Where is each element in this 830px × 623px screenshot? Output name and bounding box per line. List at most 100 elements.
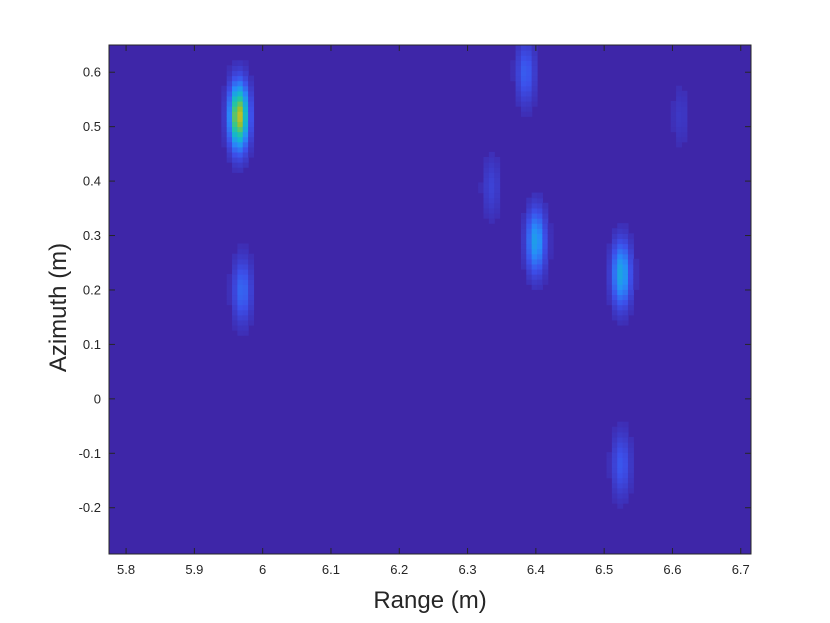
heatmap-cell: [520, 65, 527, 72]
heatmap-cell: [526, 212, 533, 219]
heatmap-cell: [617, 452, 624, 458]
heatmap-cell: [627, 274, 634, 280]
heatmap-cell: [617, 304, 624, 311]
heatmap-cell: [483, 212, 490, 219]
heatmap-cell: [622, 223, 629, 229]
heatmap-cell: [622, 492, 629, 499]
heatmap-cell: [237, 60, 244, 66]
x-tick-label: 5.8: [117, 562, 135, 577]
heatmap-cell: [232, 289, 238, 296]
heatmap-cell: [515, 60, 522, 66]
heatmap-cell: [232, 279, 238, 285]
heatmap-cell: [537, 274, 543, 280]
heatmap-cell: [221, 141, 228, 148]
heatmap-cell: [515, 55, 522, 61]
heatmap-cell: [681, 116, 688, 122]
heatmap-cell: [494, 192, 501, 199]
heatmap-cell: [611, 268, 618, 275]
heatmap-cell: [606, 462, 613, 469]
heatmap-cell: [237, 309, 244, 316]
heatmap-cell: [542, 212, 549, 219]
heatmap-cell: [248, 319, 255, 326]
heatmap-cell: [622, 467, 629, 474]
heatmap-cell: [676, 141, 683, 148]
heatmap-cell: [237, 279, 244, 285]
x-tick-label: 6: [259, 562, 266, 577]
heatmap-cell: [526, 228, 533, 234]
heatmap-cell: [622, 289, 629, 296]
heatmap-cell: [226, 80, 233, 87]
heatmap-cell: [520, 228, 527, 234]
heatmap-cell: [526, 111, 533, 117]
heatmap-cell: [237, 167, 244, 173]
heatmap-cell: [542, 207, 549, 214]
heatmap-cell: [676, 126, 683, 133]
heatmap-cell: [242, 146, 249, 153]
heatmap-cell: [237, 268, 244, 275]
heatmap-cell: [248, 258, 255, 265]
heatmap-cell: [617, 248, 624, 255]
heatmap-cell: [617, 314, 624, 321]
heatmap-cell: [494, 167, 501, 173]
heatmap-cell: [520, 50, 527, 56]
heatmap-cell: [221, 100, 228, 107]
heatmap-cell: [606, 284, 613, 290]
heatmap-cell: [232, 319, 238, 326]
heatmap-cell: [547, 228, 554, 234]
x-tick-label: 6.7: [732, 562, 750, 577]
heatmap-cell: [483, 207, 490, 214]
heatmap-cell: [515, 75, 522, 82]
heatmap-cell: [232, 309, 238, 316]
heatmap-cell: [531, 85, 538, 92]
heatmap-cell: [242, 156, 249, 163]
heatmap-cell: [520, 233, 527, 240]
heatmap-cell: [221, 131, 228, 138]
heatmap-cell: [248, 141, 255, 148]
heatmap-cell: [670, 121, 677, 128]
heatmap-cell: [531, 207, 538, 214]
heatmap-cell: [494, 182, 501, 189]
heatmap-cell: [537, 243, 543, 250]
heatmap-cell: [221, 136, 228, 143]
heatmap-cell: [248, 126, 255, 133]
heatmap-cell: [520, 243, 527, 250]
heatmap-cell: [676, 106, 683, 112]
heatmap-cell: [248, 146, 255, 153]
heatmap-cell: [483, 162, 490, 168]
heatmap-cell: [488, 177, 495, 184]
heatmap-cell: [676, 95, 683, 102]
heatmap-cell: [242, 65, 249, 72]
heatmap-cell: [488, 156, 495, 163]
heatmap-cell: [248, 304, 255, 311]
heatmap-cell: [622, 421, 629, 428]
heatmap-cell: [622, 253, 629, 260]
heatmap-cell: [542, 238, 549, 245]
x-tick-label: 6.1: [322, 562, 340, 577]
heatmap-cell: [237, 151, 244, 158]
heatmap-cell: [617, 274, 624, 280]
heatmap-cell: [483, 167, 490, 173]
heatmap-cell: [237, 100, 244, 107]
heatmap-cell: [611, 289, 618, 296]
heatmap-cell: [531, 75, 538, 82]
heatmap-cell: [248, 299, 255, 306]
heatmap-cell: [617, 498, 624, 504]
heatmap-cell: [617, 477, 624, 484]
heatmap-cell: [242, 100, 249, 107]
heatmap-cell: [526, 248, 533, 255]
heatmap-cell: [531, 253, 538, 260]
heatmap-cell: [248, 274, 255, 280]
heatmap-cell: [537, 197, 543, 204]
heatmap-cell: [531, 65, 538, 72]
heatmap-cell: [531, 238, 538, 245]
heatmap-cell: [606, 253, 613, 260]
heatmap-cell: [606, 248, 613, 255]
heatmap-cell: [537, 192, 543, 199]
heatmap-cell: [226, 284, 233, 290]
heatmap-cell: [221, 111, 228, 117]
heatmap-cell: [242, 284, 249, 290]
heatmap-cell: [242, 309, 249, 316]
heatmap-cell: [494, 207, 501, 214]
heatmap-cell: [617, 253, 624, 260]
heatmap-cell: [242, 314, 249, 321]
